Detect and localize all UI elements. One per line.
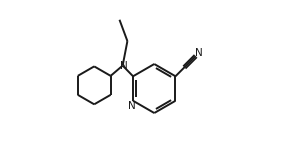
Text: N: N [195,48,203,58]
Text: N: N [128,101,135,111]
Text: N: N [120,61,127,71]
